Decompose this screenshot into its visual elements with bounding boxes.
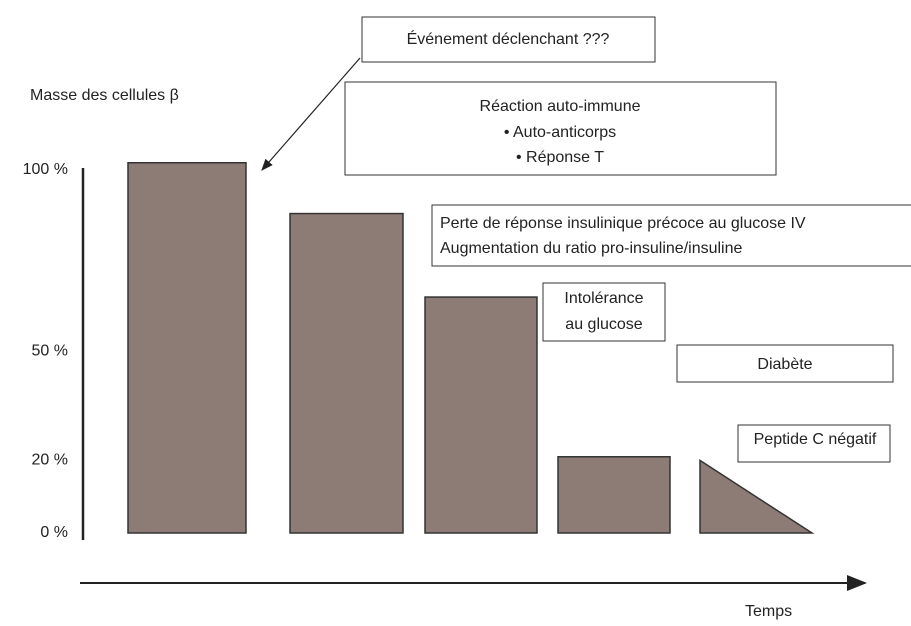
- annotation-text: Réaction auto-immune: [480, 98, 641, 115]
- annotation-box: [676, 344, 894, 383]
- x-axis-label: Temps: [745, 603, 792, 620]
- annotation-text: au glucose: [565, 316, 642, 333]
- annotation-text: Augmentation du ratio pro-insuline/insul…: [440, 240, 743, 257]
- bar: [127, 161, 247, 534]
- annotation-box: [542, 282, 666, 342]
- bar: [557, 456, 671, 534]
- annotation-text: • Réponse T: [516, 149, 604, 166]
- bar: [699, 459, 815, 534]
- annotation-box: [361, 16, 656, 63]
- annotation-text: Événement déclenchant ???: [407, 29, 610, 48]
- bar: [424, 296, 538, 534]
- annotation-text: Diabète: [757, 356, 812, 373]
- annotation-text: • Auto-anticorps: [504, 124, 616, 141]
- y-tick-label: 100 %: [23, 161, 68, 178]
- y-tick-label: 20 %: [32, 452, 68, 469]
- annotation-box: [344, 81, 777, 176]
- y-axis-label: Masse des cellules β: [30, 87, 179, 104]
- annotation-text: Perte de réponse insulinique précoce au …: [440, 215, 806, 232]
- annotation-box: [431, 204, 911, 267]
- annotation-box: [737, 424, 891, 463]
- annotation-text: Peptide C négatif: [754, 431, 877, 448]
- bar: [289, 212, 404, 534]
- annotation-text: Intolérance: [564, 290, 643, 307]
- trigger-arrow: [261, 57, 361, 171]
- y-tick-label: 0 %: [40, 524, 68, 541]
- y-tick-label: 50 %: [32, 343, 68, 360]
